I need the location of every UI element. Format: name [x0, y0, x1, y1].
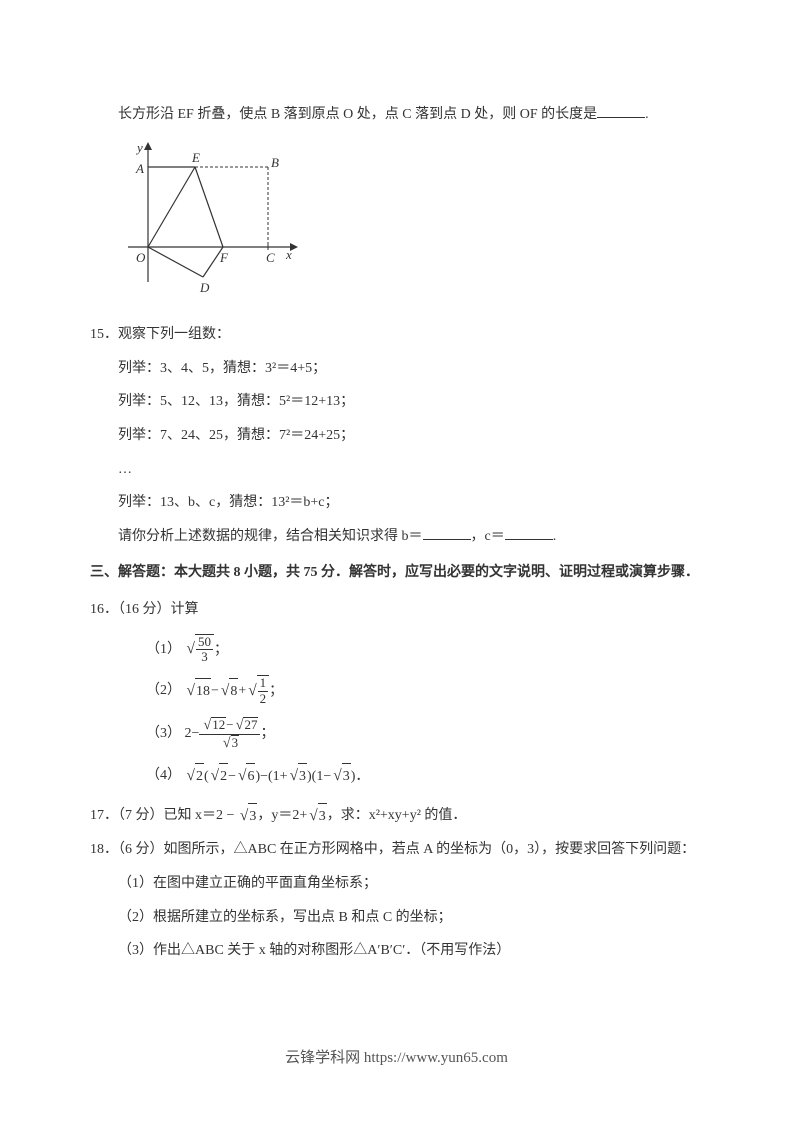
- q14-tail-end: .: [645, 107, 649, 122]
- q14-tail-text: 长方形沿 EF 折叠，使点 B 落到原点 O 处，点 C 落到点 D 处，则 O…: [118, 107, 597, 122]
- label-F: F: [219, 250, 229, 265]
- q18-1: （1）在图中建立正确的平面直角坐标系；: [90, 871, 703, 898]
- q16-3-label: （3）: [146, 726, 181, 741]
- q16-4: （4） 2(2−6)−(1+3)(1−3)．: [90, 761, 703, 791]
- q16-1: （1） 503；: [90, 634, 703, 666]
- q16-3: （3） 2−12−273；: [90, 717, 703, 751]
- q16-3-math: 2−12−273；: [185, 717, 275, 751]
- q15-l4: 列举：13、b、c，猜想：13²＝b+c；: [90, 490, 703, 517]
- q17-num: 17．: [90, 808, 118, 823]
- q15-ask-mid: ，c＝: [471, 529, 505, 544]
- label-A: A: [135, 161, 144, 176]
- q18-2: （2）根据所建立的坐标系，写出点 B 和点 C 的坐标；: [90, 905, 703, 932]
- label-B: B: [271, 155, 279, 170]
- q17-sqrt3a: 3: [238, 801, 257, 831]
- q15-blank-c: [505, 525, 553, 540]
- figure-svg: O A E B F C D x y: [118, 137, 308, 302]
- label-C: C: [266, 250, 275, 265]
- label-x: x: [285, 247, 292, 262]
- line-EF: [195, 167, 223, 247]
- label-y: y: [135, 140, 143, 155]
- q15-dots: …: [90, 457, 703, 484]
- q16-num: 16．: [90, 602, 118, 617]
- q16-2-label: （2）: [146, 684, 181, 699]
- q16-2: （2） 18−8+12；: [90, 675, 703, 707]
- q18: 18．（6 分）如图所示，△ABC 在正方形网格中，若点 A 的坐标为（0，3）…: [90, 837, 703, 864]
- q16-2-math: 18−8+12；: [185, 675, 284, 707]
- q15-ask-end: .: [553, 529, 557, 544]
- q17-c: ，求：x²+xy+y² 的值．: [327, 808, 467, 823]
- q16-4-math: 2(2−6)−(1+3)(1−3)．: [185, 761, 370, 791]
- q14-blank: [597, 103, 645, 118]
- q17-a: （7 分）已知 x＝2 −: [118, 808, 238, 823]
- q16-1-label: （1）: [146, 642, 181, 657]
- q15-l1: 列举：3、4、5，猜想：3²＝4+5；: [90, 356, 703, 383]
- label-E: E: [191, 150, 200, 165]
- q16-1-math: 503；: [185, 634, 228, 666]
- line-OD: [148, 247, 203, 277]
- q16: 16．（16 分）计算: [90, 597, 703, 624]
- q17-b: ，y＝2+: [257, 808, 307, 823]
- q18-num: 18．: [90, 842, 118, 857]
- q18-text: （6 分）如图所示，△ABC 在正方形网格中，若点 A 的坐标为（0，3），按要…: [118, 842, 695, 857]
- label-D: D: [199, 280, 210, 295]
- label-O: O: [136, 250, 146, 265]
- q16-4-label: （4）: [146, 768, 181, 783]
- q15-l2: 列举：5、12、13，猜想：5²＝12+13；: [90, 389, 703, 416]
- q15-l3: 列举：7、24、25，猜想：7²＝24+25；: [90, 423, 703, 450]
- q15-title: 观察下列一组数：: [118, 327, 230, 342]
- q15: 15．观察下列一组数：: [90, 322, 703, 349]
- q15-blank-b: [423, 525, 471, 540]
- q17: 17．（7 分）已知 x＝2 − 3，y＝2+3，求：x²+xy+y² 的值．: [90, 801, 703, 831]
- y-arrow: [144, 142, 152, 150]
- q16-title: （16 分）计算: [118, 602, 199, 617]
- q18-3: （3）作出△ABC 关于 x 轴的对称图形△A′B′C′．（不用写作法）: [90, 938, 703, 965]
- line-OE: [148, 167, 195, 247]
- q14-figure: O A E B F C D x y: [118, 137, 703, 313]
- q15-ask-a: 请你分析上述数据的规律，结合相关知识求得 b＝: [118, 529, 423, 544]
- page-footer: 云锋学科网 https://www.yun65.com: [0, 1044, 793, 1073]
- section-3-title: 三、解答题：本大题共 8 小题，共 75 分．解答时，应写出必要的文字说明、证明…: [90, 560, 703, 587]
- q14-tail: 长方形沿 EF 折叠，使点 B 落到原点 O 处，点 C 落到点 D 处，则 O…: [90, 102, 703, 129]
- q15-ask: 请你分析上述数据的规律，结合相关知识求得 b＝ ，c＝.: [90, 524, 703, 551]
- q17-sqrt3b: 3: [307, 801, 326, 831]
- q15-num: 15．: [90, 327, 118, 342]
